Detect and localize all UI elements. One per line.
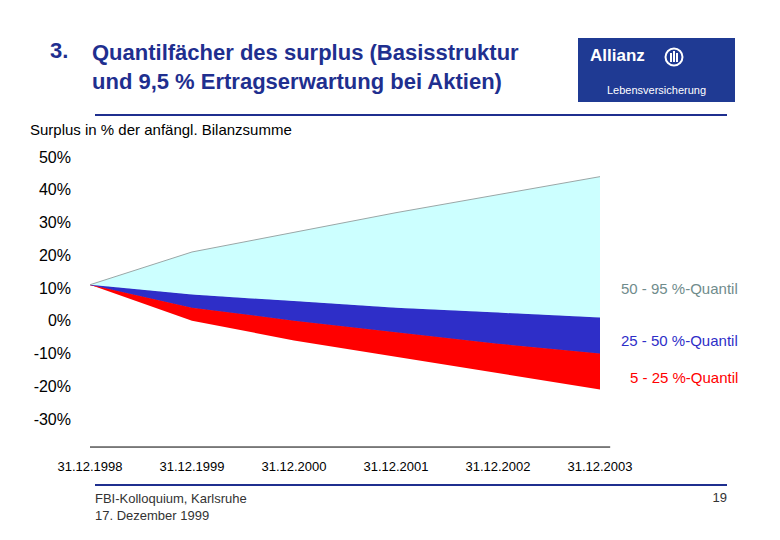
svg-text:25 - 50 %-Quantil: 25 - 50 %-Quantil: [621, 332, 738, 349]
svg-text:50%: 50%: [39, 149, 71, 166]
svg-text:40%: 40%: [39, 181, 71, 198]
html-text:Surplus in % der anfängl. Bila: Surplus in % der anfängl. Bilanzsumme: [30, 121, 292, 138]
svg-text:0%: 0%: [48, 312, 71, 329]
html-text:FBI-Kolloquium, Karlsruhe: FBI-Kolloquium, Karlsruhe: [95, 491, 247, 506]
svg-text:20%: 20%: [39, 247, 71, 264]
html-text:19: 19: [712, 490, 727, 505]
html-text:17. Dezember 1999: 17. Dezember 1999: [95, 508, 210, 523]
html-text:Quantilfächer des surplus (Bas: Quantilfächer des surplus (Basisstruktur: [92, 40, 519, 65]
svg-text:31.12.2002: 31.12.2002: [465, 459, 530, 474]
svg-text:31.12.2001: 31.12.2001: [363, 459, 428, 474]
svg-text:50 - 95 %-Quantil: 50 - 95 %-Quantil: [621, 280, 738, 297]
html-text:und 9,5 % Ertragserwartung bei: und 9,5 % Ertragserwartung bei Aktien): [92, 69, 502, 94]
html-text:3.: 3.: [50, 38, 69, 63]
svg-text:-20%: -20%: [34, 378, 71, 395]
svg-text:5 - 25 %-Quantil: 5 - 25 %-Quantil: [630, 369, 738, 386]
svg-text:10%: 10%: [39, 280, 71, 297]
svg-text:-30%: -30%: [34, 411, 71, 428]
svg-text:30%: 30%: [39, 214, 71, 231]
html-text:Lebensversicherung: Lebensversicherung: [607, 84, 706, 96]
svg-text:31.12.2003: 31.12.2003: [567, 459, 632, 474]
svg-text:-10%: -10%: [34, 345, 71, 362]
html-text:Allianz: Allianz: [590, 46, 645, 65]
svg-text:31.12.1998: 31.12.1998: [57, 459, 122, 474]
svg-text:31.12.1999: 31.12.1999: [159, 459, 224, 474]
svg-text:31.12.2000: 31.12.2000: [261, 459, 326, 474]
